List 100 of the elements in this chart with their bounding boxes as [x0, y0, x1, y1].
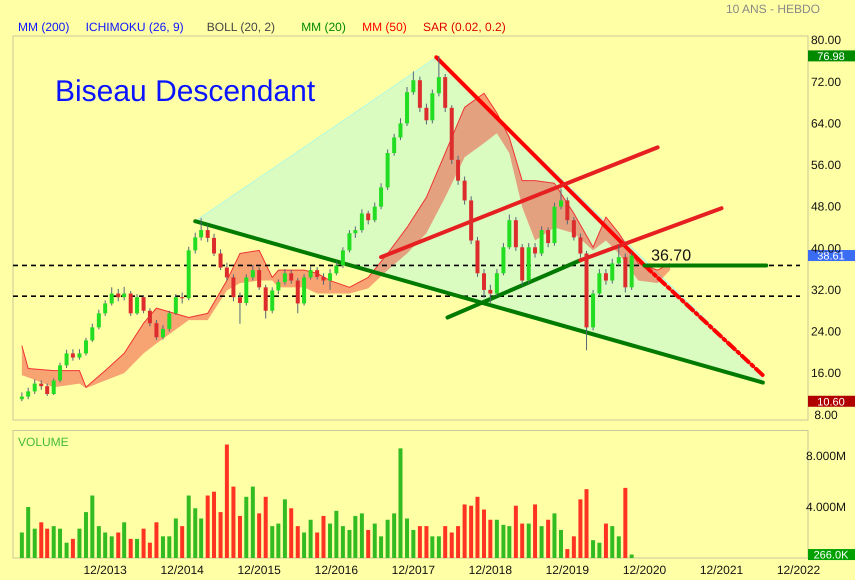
candlestick	[154, 320, 158, 340]
candlestick	[276, 279, 280, 295]
bar	[52, 526, 56, 558]
bar	[597, 542, 602, 558]
candlestick	[289, 270, 294, 284]
candlestick	[116, 288, 120, 302]
bar	[110, 536, 114, 558]
candlestick	[353, 226, 358, 238]
bar	[84, 512, 88, 558]
text: 76.98	[817, 50, 845, 63]
candlestick	[160, 324, 165, 340]
bar	[514, 506, 518, 558]
candlestick	[174, 294, 178, 316]
candlestick	[424, 103, 428, 125]
bar	[90, 496, 94, 558]
bar	[386, 520, 390, 558]
bar	[540, 526, 544, 558]
bar	[623, 488, 628, 558]
bar	[167, 536, 172, 558]
bar	[578, 499, 582, 558]
bar	[360, 513, 364, 558]
bar	[148, 542, 152, 558]
x-tick-label: 12/2022	[776, 563, 821, 577]
candlestick	[308, 266, 313, 280]
bar	[372, 524, 377, 558]
candlestick	[340, 246, 345, 269]
bar	[296, 526, 300, 558]
bar	[366, 530, 370, 558]
text: SAR (0.02, 0.2)	[423, 20, 506, 34]
bar	[630, 554, 634, 558]
bar	[122, 522, 126, 558]
candlestick	[264, 284, 268, 320]
y-tick-label: 64.00	[810, 116, 842, 130]
candlestick	[546, 226, 550, 248]
bar	[174, 518, 178, 558]
bar	[520, 524, 524, 558]
candlestick	[128, 290, 133, 316]
candlestick	[604, 268, 608, 286]
bar	[443, 526, 448, 558]
candlestick	[70, 348, 75, 362]
bar	[546, 520, 550, 558]
candlestick	[238, 292, 242, 324]
chart-subtitle: 10 ANS - HEBDO	[726, 2, 820, 16]
chart-title: VOLUME	[18, 435, 69, 449]
bar	[270, 526, 274, 558]
candlestick	[193, 232, 198, 254]
candlestick	[597, 268, 602, 297]
x-tick-label: 12/2016	[314, 563, 358, 577]
candlestick	[148, 308, 152, 327]
candlestick	[224, 262, 229, 282]
bar	[507, 526, 512, 558]
candlestick	[360, 208, 364, 234]
y-tick-label: 24.00	[810, 324, 842, 339]
bar	[604, 524, 608, 558]
candlestick	[199, 218, 204, 241]
candlestick	[142, 294, 146, 314]
bar	[199, 518, 204, 558]
bar	[70, 538, 75, 558]
bar	[565, 549, 570, 558]
bar	[58, 528, 62, 558]
y-tick-label: 4.000M	[806, 500, 846, 514]
candlestick	[398, 118, 402, 141]
bar	[411, 530, 416, 558]
bar	[488, 520, 492, 558]
candlestick	[572, 216, 576, 241]
candlestick	[103, 300, 108, 316]
text: Biseau Descendant	[55, 75, 316, 108]
bar	[379, 536, 384, 558]
bar	[501, 524, 506, 558]
candlestick	[296, 277, 300, 314]
bar	[32, 528, 37, 558]
candlestick	[540, 226, 544, 257]
candlestick	[565, 196, 570, 225]
y-tick-label: 56.00	[810, 158, 842, 172]
candlestick	[533, 242, 538, 258]
bar	[315, 532, 320, 558]
candlestick	[392, 133, 396, 156]
bar	[405, 518, 410, 558]
candlestick	[379, 182, 384, 210]
candlestick	[77, 348, 82, 360]
bar	[475, 496, 480, 558]
annotation: 36.70	[651, 247, 692, 264]
bar	[321, 516, 326, 558]
bar	[180, 526, 184, 558]
x-tick-label: 12/2017	[392, 563, 436, 577]
bar	[347, 530, 352, 558]
x-tick-label: 12/2019	[546, 563, 590, 577]
text: 266.0K	[814, 550, 850, 562]
candlestick	[167, 310, 172, 332]
bar	[224, 444, 229, 558]
bar	[142, 528, 146, 558]
candlestick	[45, 383, 50, 397]
candlestick	[488, 284, 492, 304]
y-tick-label: 80.00	[810, 33, 842, 48]
x-tick-label: 12/2013	[83, 563, 128, 577]
bar	[398, 448, 402, 558]
bar	[77, 528, 82, 558]
bar	[289, 508, 294, 558]
candlestick	[250, 264, 255, 282]
text: BOLL (20, 2)	[206, 20, 276, 34]
